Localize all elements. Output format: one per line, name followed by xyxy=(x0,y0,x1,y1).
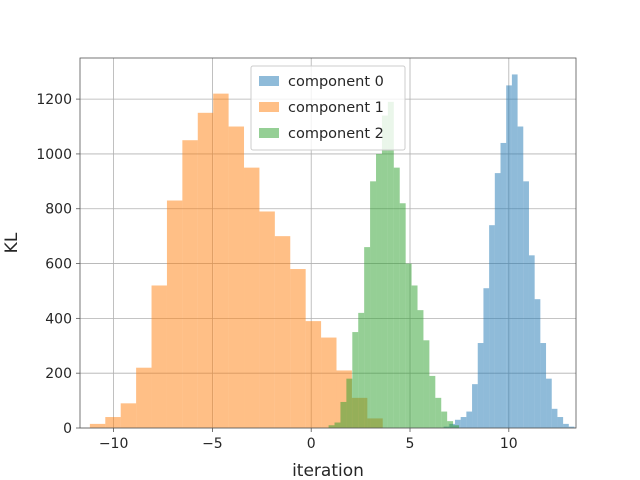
y-axis-label: KL xyxy=(2,232,22,253)
histogram-bar xyxy=(89,423,106,428)
histogram-bar xyxy=(120,403,137,428)
x-tick-label: 10 xyxy=(500,436,518,452)
series-1 xyxy=(89,93,383,428)
histogram-bar xyxy=(352,332,359,428)
histogram-bar xyxy=(136,367,152,428)
histogram-bar xyxy=(381,115,388,429)
legend-swatch xyxy=(259,76,279,86)
histogram-bar xyxy=(500,142,507,429)
histogram-bar xyxy=(511,74,518,428)
histogram-bar xyxy=(334,422,341,428)
legend-swatch xyxy=(259,102,279,112)
histogram-bar xyxy=(411,285,418,428)
histogram-bar xyxy=(551,408,558,428)
histogram-bar xyxy=(393,167,400,428)
histogram-bar xyxy=(494,173,501,428)
histogram-bar xyxy=(151,285,167,428)
histogram-bar xyxy=(534,299,541,428)
legend-swatch xyxy=(259,128,279,138)
x-tick-label: 0 xyxy=(307,436,316,452)
histogram-bar xyxy=(563,423,569,428)
x-axis-label: iteration xyxy=(292,461,364,480)
histogram-bar xyxy=(489,225,495,428)
histogram-bar xyxy=(399,203,406,428)
histogram-bar xyxy=(568,426,575,428)
histogram-bar xyxy=(105,417,121,428)
histogram-bar xyxy=(305,321,322,428)
histogram-bar xyxy=(477,343,484,428)
histogram-bars xyxy=(89,74,575,429)
histogram-bar xyxy=(364,247,371,428)
histogram-bar xyxy=(166,200,183,428)
x-tick-label: −10 xyxy=(99,436,129,452)
histogram-bar xyxy=(417,310,424,428)
y-tick-label: 1200 xyxy=(36,92,72,108)
histogram-bar xyxy=(376,153,382,429)
x-tick-label: −5 xyxy=(202,436,223,452)
histogram-bar xyxy=(274,236,291,428)
histogram-bar xyxy=(435,397,442,428)
plot-frame xyxy=(79,57,577,429)
histogram-bar xyxy=(466,411,473,428)
histogram-bar xyxy=(441,411,448,428)
histogram-bar xyxy=(528,255,535,428)
histogram-bar xyxy=(182,140,198,428)
histogram-bar xyxy=(423,340,430,428)
y-tick-label: 800 xyxy=(45,202,72,218)
histogram-bar xyxy=(259,211,275,428)
axis-ticks: −10 −5 0 5 10 0 200 400 600 800 1000 1200 xyxy=(36,92,517,452)
histogram-bar xyxy=(483,288,490,428)
y-tick-label: 200 xyxy=(45,366,72,382)
legend-label: component 2 xyxy=(288,126,384,142)
histogram-bar xyxy=(321,337,337,428)
y-tick-label: 400 xyxy=(45,311,72,327)
histogram-bar xyxy=(517,126,524,428)
histogram-bar xyxy=(328,425,335,428)
legend-box xyxy=(250,65,406,151)
histogram-bar xyxy=(447,421,454,428)
series-2 xyxy=(328,101,460,429)
series-0 xyxy=(443,74,575,429)
x-tick-label: 5 xyxy=(406,436,415,452)
histogram-bar xyxy=(387,101,394,428)
y-tick-label: 0 xyxy=(63,421,72,437)
legend-label: component 0 xyxy=(288,74,384,90)
histogram-bar xyxy=(197,112,214,428)
histogram-bar xyxy=(340,401,347,428)
histogram-bar xyxy=(472,384,478,428)
histogram-bar xyxy=(244,167,260,428)
histogram-bar xyxy=(346,378,353,428)
histogram-bar xyxy=(213,93,229,428)
histogram-bar xyxy=(546,378,552,428)
histogram-bar xyxy=(506,85,512,428)
histogram-bar xyxy=(523,181,529,428)
histogram-bar xyxy=(454,419,461,428)
histogram-bar xyxy=(429,375,436,428)
histogram-bar xyxy=(453,425,460,428)
histogram-bar xyxy=(557,417,564,428)
histogram-bar xyxy=(358,312,365,428)
y-tick-label: 1000 xyxy=(36,147,72,163)
legend: component 0 component 1 component 2 xyxy=(250,65,406,151)
axes-frame xyxy=(79,57,577,429)
histogram-bar xyxy=(290,269,306,428)
histogram-bar xyxy=(228,126,245,428)
histogram-bar xyxy=(405,263,412,428)
y-tick-label: 600 xyxy=(45,257,72,273)
histogram-bar xyxy=(460,417,467,428)
histogram-bar xyxy=(540,343,547,428)
histogram-bar xyxy=(370,181,377,428)
legend-label: component 1 xyxy=(288,100,384,116)
